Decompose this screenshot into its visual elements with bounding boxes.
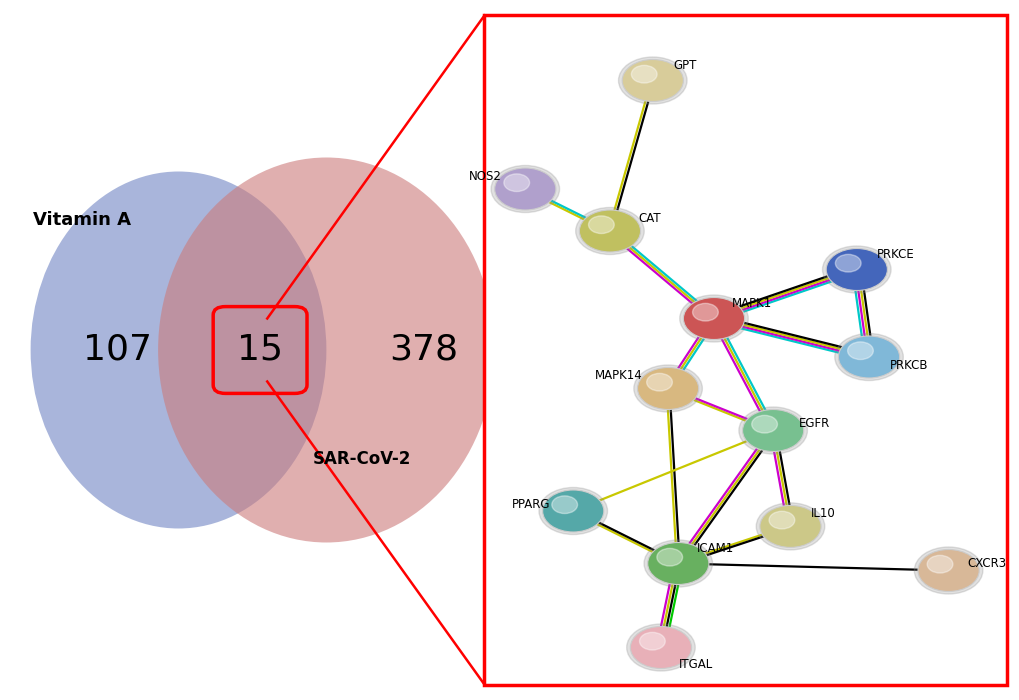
- Circle shape: [926, 555, 952, 573]
- Circle shape: [588, 216, 613, 234]
- Circle shape: [630, 626, 691, 668]
- Circle shape: [838, 336, 899, 378]
- Circle shape: [683, 298, 744, 340]
- Circle shape: [643, 540, 712, 587]
- Circle shape: [647, 542, 708, 584]
- Circle shape: [768, 511, 794, 529]
- Text: MAPK14: MAPK14: [594, 370, 642, 382]
- Circle shape: [622, 60, 683, 102]
- Text: PRKCE: PRKCE: [876, 248, 914, 260]
- Circle shape: [751, 415, 776, 433]
- Circle shape: [759, 505, 820, 547]
- Circle shape: [825, 248, 887, 290]
- Circle shape: [538, 487, 607, 535]
- Circle shape: [847, 342, 872, 360]
- Circle shape: [913, 547, 982, 594]
- Text: IL10: IL10: [810, 508, 835, 520]
- Circle shape: [490, 165, 559, 213]
- Text: Vitamin A: Vitamin A: [33, 211, 130, 230]
- Circle shape: [646, 373, 672, 391]
- Text: ICAM1: ICAM1: [696, 542, 734, 554]
- Ellipse shape: [31, 172, 326, 528]
- Circle shape: [738, 407, 807, 454]
- Text: NOS2: NOS2: [469, 170, 501, 183]
- Circle shape: [679, 295, 748, 342]
- Bar: [484, 15, 1006, 685]
- Circle shape: [821, 246, 891, 293]
- Text: PRKCB: PRKCB: [889, 359, 927, 372]
- Circle shape: [551, 496, 577, 514]
- Text: CXCR3: CXCR3: [966, 557, 1005, 570]
- Circle shape: [755, 503, 824, 550]
- Text: SAR-CoV-2: SAR-CoV-2: [313, 449, 411, 468]
- Text: GPT: GPT: [673, 59, 696, 71]
- Circle shape: [626, 624, 695, 671]
- Circle shape: [579, 210, 640, 252]
- Circle shape: [631, 65, 656, 83]
- Ellipse shape: [158, 158, 494, 542]
- Circle shape: [542, 490, 603, 532]
- Text: ITGAL: ITGAL: [679, 659, 713, 671]
- Circle shape: [834, 333, 903, 381]
- Text: CAT: CAT: [638, 212, 660, 225]
- Circle shape: [692, 303, 717, 321]
- Text: 378: 378: [388, 333, 458, 367]
- Text: MAPK1: MAPK1: [732, 297, 771, 309]
- Circle shape: [742, 410, 803, 452]
- Circle shape: [503, 174, 529, 192]
- Text: EGFR: EGFR: [798, 417, 829, 430]
- Circle shape: [656, 548, 682, 566]
- Circle shape: [575, 207, 644, 255]
- Circle shape: [633, 365, 702, 412]
- Circle shape: [494, 168, 555, 210]
- Circle shape: [639, 632, 664, 650]
- Circle shape: [637, 368, 698, 409]
- Text: PPARG: PPARG: [512, 498, 550, 510]
- Text: 15: 15: [236, 333, 283, 367]
- Circle shape: [618, 57, 687, 104]
- Text: 107: 107: [83, 333, 152, 367]
- Circle shape: [835, 254, 860, 272]
- Circle shape: [917, 550, 978, 592]
